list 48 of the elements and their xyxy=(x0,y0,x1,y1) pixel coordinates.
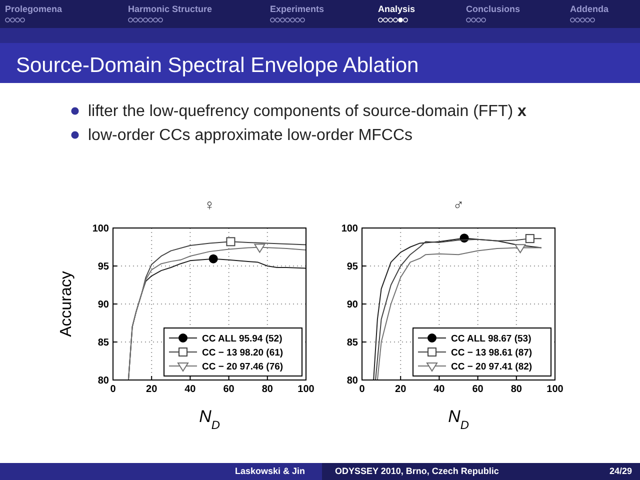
text: Laskowski & Jin xyxy=(234,466,305,476)
y-tick-label: 90 xyxy=(346,300,358,310)
x-tick-label: 80 xyxy=(262,384,274,395)
legend-label: CC − 20 97.46 (76) xyxy=(202,362,284,372)
x-tick-label: 60 xyxy=(472,384,484,395)
y-tick-label: 90 xyxy=(98,300,110,310)
text: Analysis xyxy=(378,4,416,14)
source-note: Source-Domain Spectral Envelope Ablation xyxy=(16,54,419,77)
point xyxy=(254,244,266,253)
y-tick-label: 85 xyxy=(346,338,358,348)
y-tick-label: 100 xyxy=(341,224,358,234)
x-tick-label: 60 xyxy=(223,384,235,395)
y-tick-label: 85 xyxy=(98,338,110,348)
text: lifter the low-quefrency components of source-domain (FFT) x xyxy=(88,103,526,120)
y-tick-label: 95 xyxy=(98,262,110,272)
x-tick-label: 100 xyxy=(298,384,315,395)
text: Experiments xyxy=(270,4,324,14)
x-tick-label: 40 xyxy=(434,384,446,395)
point xyxy=(208,254,218,264)
y-tick-label: 80 xyxy=(346,376,358,386)
legend-label: CC − 13 98.20 (61) xyxy=(202,348,284,358)
chart-title: ♀ xyxy=(204,197,216,214)
legend-label: CC ALL 98.67 (53) xyxy=(451,334,532,344)
legend-label: CC − 20 97.41 (82) xyxy=(451,362,532,372)
legend-label: CC − 13 98.61 (87) xyxy=(451,348,532,358)
chart-title: ♂ xyxy=(452,197,464,214)
x-axis-title: N$_{D}$ xyxy=(448,407,470,432)
point xyxy=(226,237,236,246)
text: Addenda xyxy=(570,4,610,14)
y-tick-label: 95 xyxy=(346,262,358,272)
y-axis-title: Accuracy xyxy=(58,271,75,337)
x-tick-label: 20 xyxy=(146,384,158,395)
x-tick-label: 80 xyxy=(510,384,522,395)
text: low-order CCs approximate low-order MFCCs xyxy=(88,127,413,144)
x-tick-label: 0 xyxy=(110,384,116,395)
x-tick-label: 0 xyxy=(359,384,366,395)
text: 24/29 xyxy=(609,466,632,476)
legend-label: CC ALL 95.94 (52) xyxy=(202,334,282,344)
x-tick-label: 40 xyxy=(184,384,196,395)
text: Prolegomena xyxy=(5,4,64,14)
y-tick-label: 100 xyxy=(92,224,110,234)
y-tick-label: 80 xyxy=(98,376,110,386)
x-axis-title: N$_{D}$ xyxy=(199,407,220,432)
x-tick-label: 20 xyxy=(395,384,407,395)
text: Conclusions xyxy=(466,4,520,14)
text: Harmonic Structure xyxy=(128,4,212,14)
x-tick-label: 100 xyxy=(546,384,564,395)
text: ODYSSEY 2010, Brno, Czech Republic xyxy=(335,466,499,476)
